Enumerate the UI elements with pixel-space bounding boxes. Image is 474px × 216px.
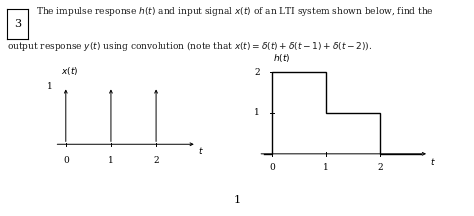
Text: $t$: $t$ <box>430 156 436 167</box>
Text: 1: 1 <box>254 108 260 118</box>
Text: $h(t)$: $h(t)$ <box>273 52 291 64</box>
Text: $t$: $t$ <box>198 145 203 156</box>
Text: The impulse response $h(t)$ and input signal $x(t)$ of an LTI system shown below: The impulse response $h(t)$ and input si… <box>36 5 433 18</box>
Text: 1: 1 <box>47 82 53 91</box>
Text: 2: 2 <box>255 68 260 77</box>
Text: output response $y(t)$ using convolution (note that $x(t) = \delta(t) + \delta(t: output response $y(t)$ using convolution… <box>7 39 373 53</box>
Text: $x(t)$: $x(t)$ <box>61 65 79 76</box>
Text: 3: 3 <box>14 19 21 29</box>
Text: 1: 1 <box>233 195 241 205</box>
